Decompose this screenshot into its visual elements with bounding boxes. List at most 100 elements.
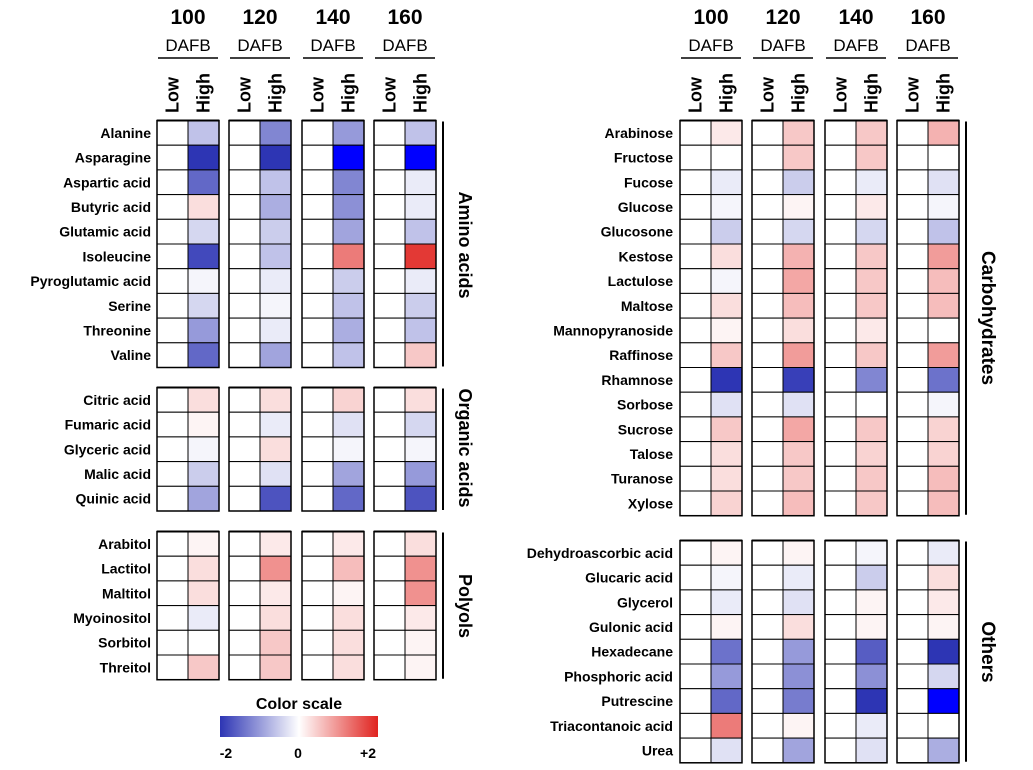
heatmap-cell-low xyxy=(228,555,261,582)
row-label: Alanine xyxy=(100,125,151,141)
heatmap-cell-low xyxy=(679,688,712,714)
heatmap-cell-low xyxy=(896,441,929,467)
heatmap-cell-low xyxy=(373,654,406,681)
heatmap-cell-high xyxy=(710,367,743,393)
heatmap-cell-high xyxy=(710,120,743,146)
heatmap-cell-low xyxy=(896,416,929,443)
heatmap-cell-high xyxy=(187,555,220,582)
heatmap-cell-low xyxy=(751,342,784,368)
heatmap-cell-low xyxy=(679,441,712,467)
heatmap-cell-high xyxy=(404,243,437,270)
heatmap-cell-low xyxy=(679,416,712,443)
heatmap-cell-low xyxy=(228,144,261,171)
heatmap-cell-low xyxy=(156,387,189,413)
heatmap-cell-low xyxy=(301,461,334,487)
heatmap-cell-low xyxy=(301,654,334,681)
row-label: Pyroglutamic acid xyxy=(30,273,151,289)
category-title: Polyols xyxy=(455,574,475,638)
heatmap-cell-high xyxy=(782,120,815,146)
heatmap-cell-low xyxy=(156,461,189,487)
heatmap-cell-high xyxy=(332,317,365,344)
column-label-low: Low xyxy=(308,76,328,113)
heatmap-cell-low xyxy=(751,712,784,739)
heatmap-cell-low xyxy=(228,268,261,294)
heatmap-cell-high xyxy=(259,120,292,146)
column-label-low: Low xyxy=(163,76,183,113)
heatmap-cell-low xyxy=(679,317,712,344)
heatmap-cell-low xyxy=(301,387,334,413)
heatmap-cell-high xyxy=(782,564,815,591)
heatmap-cell-low xyxy=(301,485,334,512)
heatmap-cell-high xyxy=(187,169,220,196)
heatmap-cell-low xyxy=(373,436,406,463)
row-label: Phosphoric acid xyxy=(564,668,673,684)
heatmap-cell-high xyxy=(187,218,220,245)
heatmap-cell-low xyxy=(301,194,334,220)
heatmap-cell-high xyxy=(710,638,743,665)
heatmap-cell-low xyxy=(751,268,784,294)
heatmap-cell-high xyxy=(710,342,743,368)
category-title: Amino acids xyxy=(455,191,475,298)
heatmap-cell-low xyxy=(679,638,712,665)
heatmap-cell-low xyxy=(751,490,784,517)
heatmap-cell-low xyxy=(679,712,712,739)
heatmap-cell-high xyxy=(332,580,365,607)
heatmap-cell-high xyxy=(259,169,292,196)
heatmap-cell-high xyxy=(710,243,743,270)
heatmap-cell-high xyxy=(259,555,292,582)
heatmap-cell-low xyxy=(751,564,784,591)
row-label: Valine xyxy=(111,347,152,363)
heatmap-cell-high xyxy=(782,614,815,640)
heatmap-cell-high xyxy=(782,688,815,714)
category-title: Carbohydrates xyxy=(977,251,998,385)
heatmap-cell-low xyxy=(373,580,406,607)
heatmap-cell-high xyxy=(404,144,437,171)
heatmap-cell-low xyxy=(301,292,334,319)
heatmap-cell-high xyxy=(187,268,220,294)
heatmap-cell-high xyxy=(259,243,292,270)
heatmap-cell-high xyxy=(927,589,960,616)
heatmap-cell-low xyxy=(824,465,857,492)
heatmap-cell-high xyxy=(710,712,743,739)
heatmap-cell-high xyxy=(404,629,437,656)
heatmap-cell-high xyxy=(855,292,888,319)
heatmap-cell-high xyxy=(927,490,960,517)
heatmap-cell-high xyxy=(187,144,220,171)
heatmap-cell-low xyxy=(751,194,784,220)
heatmap-cell-low xyxy=(751,589,784,616)
heatmap-cell-high xyxy=(404,292,437,319)
heatmap-cell-high xyxy=(187,629,220,656)
heatmap-cell-low xyxy=(373,342,406,368)
heatmap-cell-low xyxy=(751,144,784,171)
heatmap-cell-high xyxy=(710,465,743,492)
heatmap-cell-high xyxy=(855,169,888,196)
legend-title: Color scale xyxy=(256,696,342,713)
heatmap-cell-low xyxy=(751,292,784,319)
column-label-low: Low xyxy=(831,76,851,113)
heatmap-cell-low xyxy=(896,614,929,640)
heatmap-cell-low xyxy=(228,531,261,557)
heatmap-cell-high xyxy=(927,465,960,492)
heatmap-cell-high xyxy=(332,436,365,463)
heatmap-cell-high xyxy=(855,120,888,146)
heatmap-cell-high xyxy=(855,268,888,294)
heatmap-cell-low xyxy=(751,169,784,196)
heatmap-cell-low xyxy=(156,120,189,146)
heatmap-cell-low xyxy=(156,605,189,631)
heatmap-cell-low xyxy=(228,194,261,220)
heatmap-cell-high xyxy=(782,218,815,245)
heatmap-cell-high xyxy=(332,194,365,220)
heatmap-cell-high xyxy=(782,268,815,294)
group-unit-label-R1: DAFB xyxy=(760,36,805,55)
heatmap-cell-low xyxy=(824,243,857,270)
heatmap-cell-high xyxy=(782,317,815,344)
heatmap-cell-low xyxy=(751,120,784,146)
heatmap-cell-low xyxy=(373,485,406,512)
heatmap-cell-low xyxy=(228,580,261,607)
heatmap-cell-low xyxy=(824,638,857,665)
heatmap-cell-high xyxy=(332,169,365,196)
heatmap-cell-high xyxy=(404,531,437,557)
heatmap-cell-low xyxy=(373,144,406,171)
group-unit-label-R2: DAFB xyxy=(833,36,878,55)
heatmap-cell-low xyxy=(824,540,857,566)
